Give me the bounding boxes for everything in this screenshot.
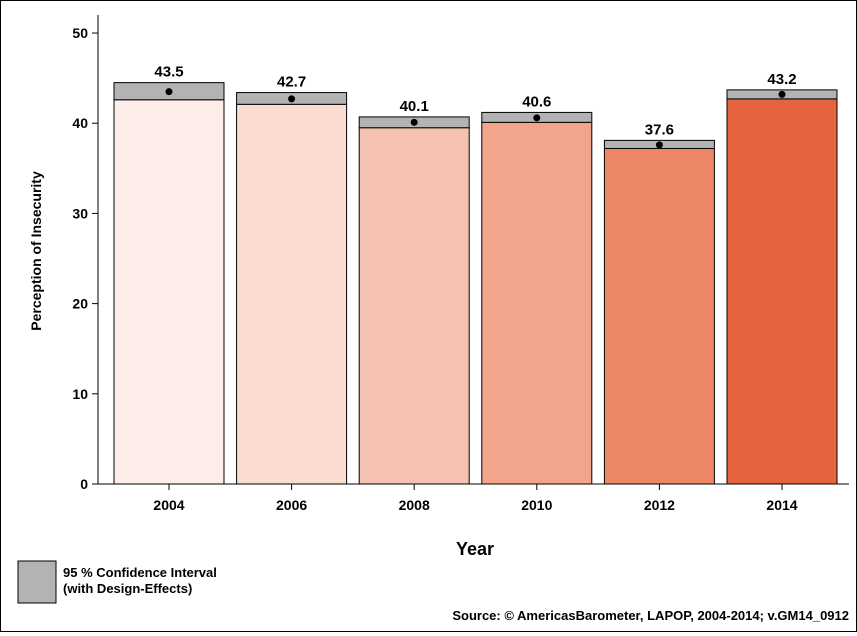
y-tick-label: 10 (72, 386, 88, 402)
data-label: 42.7 (277, 74, 306, 91)
source-note: Source: © AmericasBarometer, LAPOP, 2004… (452, 608, 849, 623)
bar (358, 127, 470, 485)
point-estimate (533, 114, 541, 122)
x-axis-title: Year (456, 539, 494, 559)
axes: 0 10 20 30 40 50 2004 2006 2008 2010 2012 2014 (72, 15, 849, 513)
data-label: 43.2 (767, 71, 796, 88)
y-tick-label: 40 (72, 115, 88, 131)
x-tick-label: 2014 (766, 497, 797, 513)
y-tick-label: 20 (72, 296, 88, 312)
x-tick-label: 2004 (153, 497, 184, 513)
bar (603, 147, 715, 485)
legend-label-line2: (with Design-Effects) (63, 581, 192, 596)
point-estimate (410, 118, 418, 126)
data-label: 43.5 (154, 64, 183, 81)
x-tick-label: 2008 (399, 497, 430, 513)
legend-label-line1: 95 % Confidence Interval (63, 565, 217, 580)
data-label: 40.1 (400, 98, 429, 115)
data-label: 37.6 (645, 121, 674, 138)
y-axis-title: Perception of Insecurity (28, 171, 44, 331)
x-tick-label: 2012 (644, 497, 675, 513)
legend-swatch (17, 560, 57, 604)
point-estimate (165, 88, 173, 96)
x-tick-label: 2010 (521, 497, 552, 513)
legend: 95 % Confidence Interval (with Design-Ef… (17, 560, 217, 604)
bars: 43.5 42.7 40.1 40.6 37.6 43.2 (113, 64, 838, 485)
y-tick-label: 50 (72, 25, 88, 41)
bar (481, 121, 593, 485)
x-tick-label: 2006 (276, 497, 307, 513)
point-estimate (778, 90, 786, 98)
bar (726, 98, 838, 485)
point-estimate (655, 141, 663, 149)
bar (113, 99, 225, 485)
point-estimate (288, 95, 296, 103)
data-label: 40.6 (522, 93, 551, 110)
y-tick-label: 0 (80, 476, 88, 492)
y-tick-label: 30 (72, 205, 88, 221)
bar (236, 103, 348, 485)
